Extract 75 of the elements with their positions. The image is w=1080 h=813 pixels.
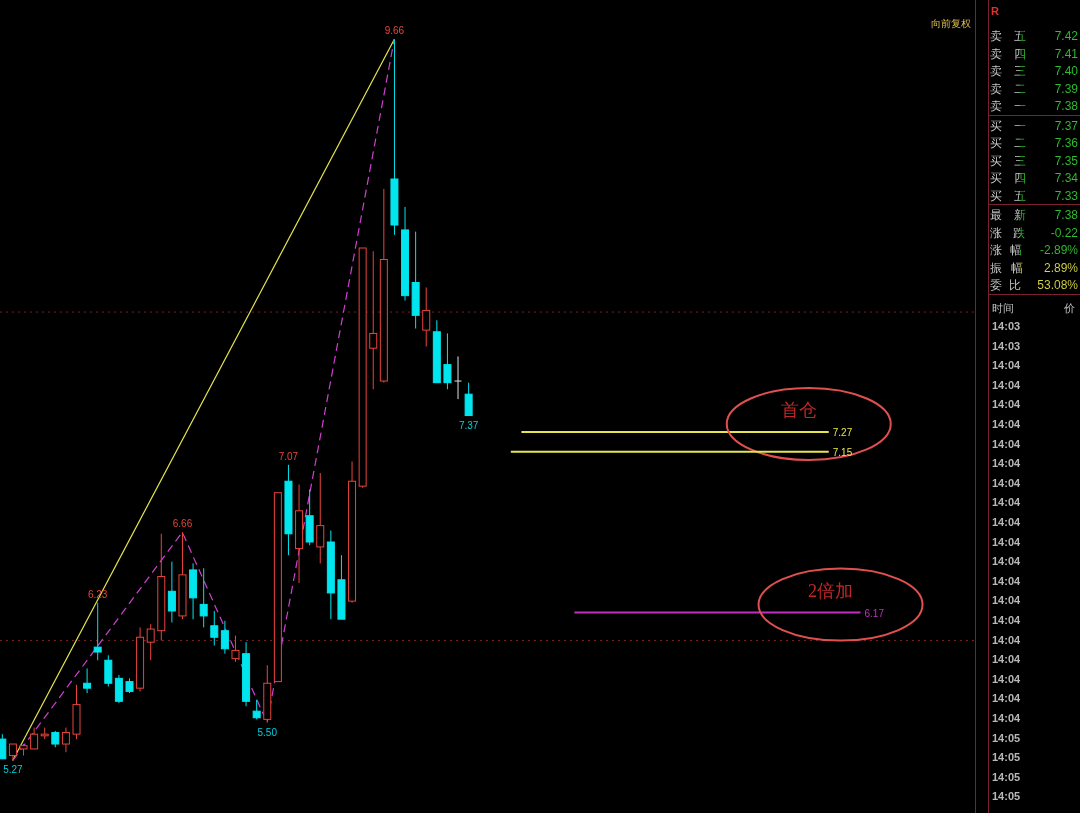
text: R bbox=[991, 5, 999, 17]
candlestick bbox=[316, 472, 325, 564]
category-label: 买一 7.37 bbox=[990, 118, 1078, 133]
candlestick bbox=[252, 699, 261, 720]
candlestick bbox=[93, 602, 102, 661]
candlestick bbox=[443, 332, 452, 390]
text: 时间 bbox=[992, 301, 1014, 316]
category-label: 14:04 bbox=[992, 653, 1021, 666]
category-label: 14:04 bbox=[992, 535, 1021, 548]
text: 价 bbox=[1064, 301, 1075, 316]
category-label: 14:05 bbox=[992, 770, 1021, 783]
annotation: 6.66 bbox=[172, 518, 193, 530]
category-label: 委比 53.08% bbox=[990, 278, 1078, 292]
annotation: 9.66 bbox=[384, 25, 405, 37]
category-label: 14:04 bbox=[992, 633, 1021, 646]
category-label: 涨跌 -0.22 bbox=[990, 225, 1078, 240]
category-label: 14:04 bbox=[992, 712, 1021, 724]
candlestick bbox=[167, 561, 176, 623]
annotation: 首仓 bbox=[780, 399, 817, 420]
annotation: 7.37 bbox=[458, 419, 479, 431]
category-label: 买二 7.36 bbox=[990, 136, 1078, 150]
category-label: 14:05 bbox=[992, 751, 1021, 764]
category-label: 卖四 7.41 bbox=[990, 46, 1078, 61]
category-label: 14:05 bbox=[992, 790, 1021, 803]
category-label: 卖二 7.39 bbox=[990, 81, 1078, 96]
candlestick bbox=[220, 620, 229, 655]
category-label: 最新 7.38 bbox=[990, 208, 1078, 222]
category-label: 14:04 bbox=[992, 437, 1021, 450]
candlestick bbox=[61, 727, 70, 753]
category-label: 14:04 bbox=[992, 398, 1021, 411]
category-label: 14:05 bbox=[992, 731, 1021, 744]
category-label: 14:03 bbox=[992, 320, 1021, 332]
candlestick bbox=[104, 654, 113, 688]
candlestick bbox=[146, 623, 155, 661]
category-label: 买五 7.33 bbox=[990, 188, 1078, 203]
category-label: 14:04 bbox=[992, 359, 1021, 372]
ref-line-label: 6.17 bbox=[864, 607, 885, 619]
candlestick bbox=[454, 355, 463, 400]
category-label: 14:04 bbox=[992, 457, 1021, 470]
candlestick bbox=[199, 567, 208, 628]
ref-line-label: 7.27 bbox=[832, 426, 853, 438]
category-label: 14:04 bbox=[992, 516, 1021, 528]
category-label: 14:04 bbox=[992, 418, 1021, 430]
candlestick bbox=[464, 382, 473, 417]
candlestick bbox=[114, 674, 123, 704]
annotation: 5.50 bbox=[257, 726, 278, 738]
category-label: 14:04 bbox=[992, 378, 1021, 391]
candlestick bbox=[30, 727, 39, 750]
category-label: 14:04 bbox=[992, 476, 1021, 489]
category-label: 14:04 bbox=[992, 496, 1021, 509]
category-label: 卖三 7.40 bbox=[990, 64, 1078, 78]
candlestick bbox=[422, 286, 431, 348]
candlestick bbox=[231, 635, 240, 663]
category-label: 买三 7.35 bbox=[990, 153, 1078, 168]
category-label: 14:04 bbox=[992, 555, 1021, 568]
category-label: 涨幅 -2.89% bbox=[990, 243, 1078, 257]
category-label: 卖五 7.42 bbox=[990, 29, 1078, 43]
category-label: 卖一 7.38 bbox=[990, 99, 1078, 113]
category-label: 买四 7.34 bbox=[990, 171, 1078, 185]
category-label: 14:04 bbox=[992, 574, 1021, 587]
candlestick bbox=[210, 610, 219, 646]
category-label: 14:03 bbox=[992, 339, 1021, 352]
candlestick bbox=[0, 733, 7, 760]
category-label: 14:04 bbox=[992, 692, 1021, 705]
ref-line-label: 7.15 bbox=[832, 446, 853, 458]
candlestick bbox=[83, 667, 92, 694]
category-label: 14:04 bbox=[992, 614, 1021, 626]
text: 向前复权 bbox=[931, 17, 971, 31]
annotation: 7.07 bbox=[278, 450, 299, 462]
category-label: 振幅 2.89% bbox=[990, 260, 1078, 275]
candlestick bbox=[369, 250, 378, 390]
category-label: 14:04 bbox=[992, 594, 1021, 607]
annotation: 2倍加 bbox=[808, 580, 854, 601]
annotation: 5.27 bbox=[3, 764, 24, 776]
category-label: 14:04 bbox=[992, 672, 1021, 685]
